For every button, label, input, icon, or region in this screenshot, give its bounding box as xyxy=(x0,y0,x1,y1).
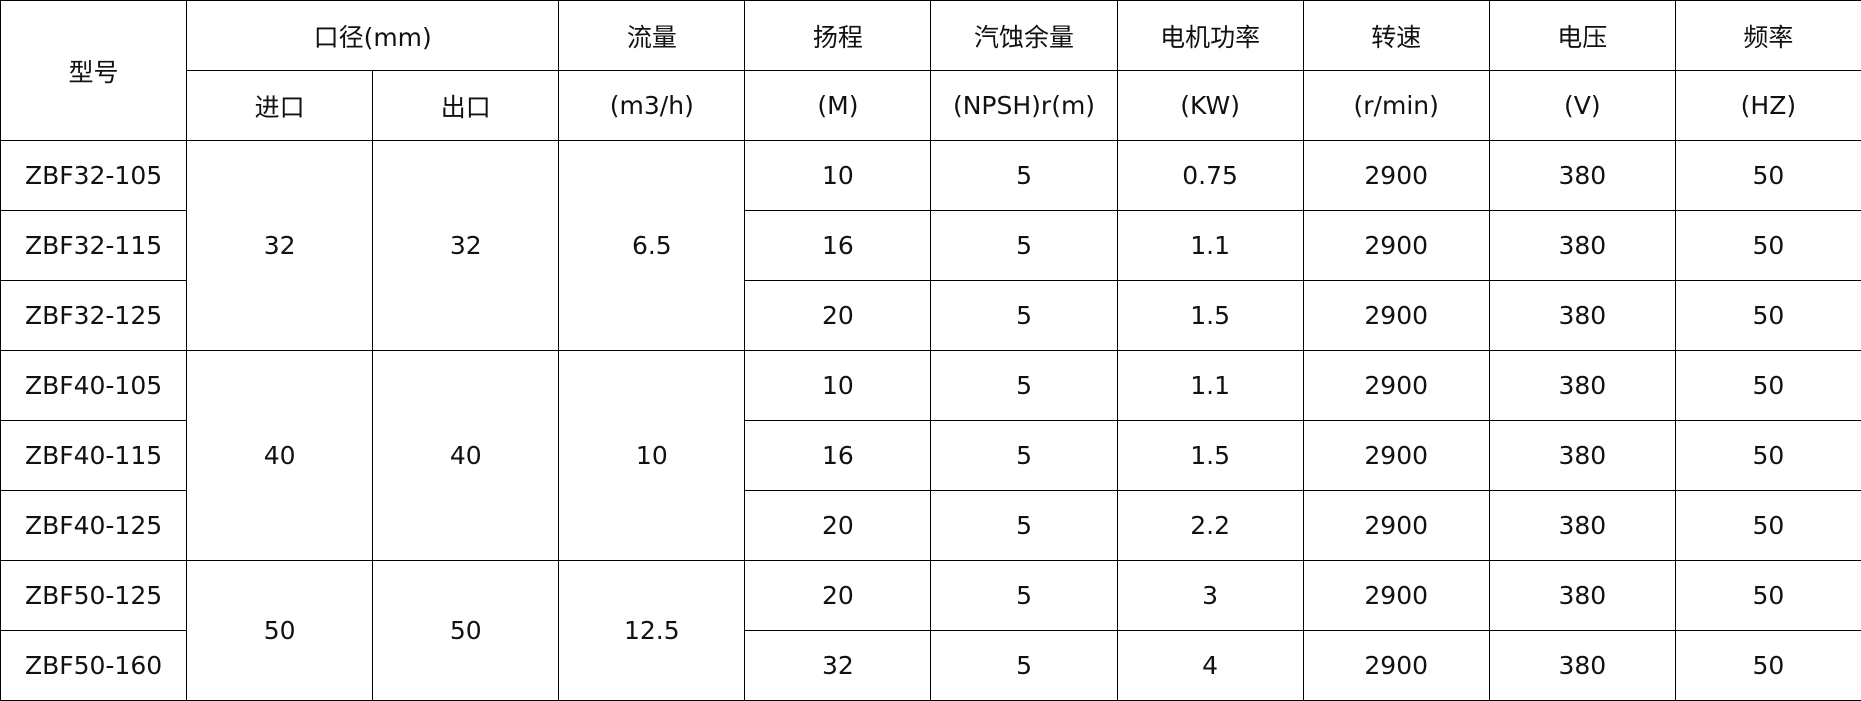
table-row: ZBF40-105 40 40 10 10 5 1.1 2900 380 50 xyxy=(0,350,1861,561)
cell-voltage: 380 xyxy=(1488,560,1676,631)
header-flow: 流量 xyxy=(558,0,746,71)
header-head: 扬程 xyxy=(744,0,932,71)
cell-frequency: 50 xyxy=(1674,210,1861,281)
cell-head: 20 xyxy=(744,280,932,351)
cell-model: ZBF50-125 xyxy=(0,560,188,631)
cell-frequency: 50 xyxy=(1674,560,1861,631)
cell-inlet: 40 xyxy=(186,350,374,561)
table-row: ZBF40-125 20 5 2.2 2900 380 50 xyxy=(0,490,1861,561)
cell-power: 2.2 xyxy=(1116,490,1304,561)
header-flow-unit: (m3/h) xyxy=(558,70,746,141)
cell-frequency: 50 xyxy=(1674,490,1861,561)
cell-model: ZBF40-115 xyxy=(0,420,188,491)
cell-speed: 2900 xyxy=(1302,560,1490,631)
cell-npsh: 5 xyxy=(930,490,1118,561)
cell-inlet: 50 xyxy=(186,560,374,701)
cell-model: ZBF40-125 xyxy=(0,490,188,561)
cell-frequency: 50 xyxy=(1674,350,1861,421)
cell-npsh: 5 xyxy=(930,560,1118,631)
cell-head: 20 xyxy=(744,490,932,561)
cell-frequency: 50 xyxy=(1674,140,1861,211)
header-speed-unit: (r/min) xyxy=(1302,70,1490,141)
cell-inlet: 32 xyxy=(186,140,374,351)
header-voltage-unit: (V) xyxy=(1488,70,1676,141)
cell-power: 1.5 xyxy=(1116,280,1304,351)
cell-speed: 2900 xyxy=(1302,630,1490,701)
cell-power: 0.75 xyxy=(1116,140,1304,211)
header-frequency: 频率 xyxy=(1674,0,1861,71)
cell-voltage: 380 xyxy=(1488,420,1676,491)
cell-frequency: 50 xyxy=(1674,280,1861,351)
header-outlet: 出口 xyxy=(372,70,560,141)
cell-speed: 2900 xyxy=(1302,280,1490,351)
cell-power: 1.1 xyxy=(1116,350,1304,421)
cell-power: 1.5 xyxy=(1116,420,1304,491)
cell-outlet: 40 xyxy=(372,350,560,561)
cell-model: ZBF32-115 xyxy=(0,210,188,281)
cell-frequency: 50 xyxy=(1674,630,1861,701)
cell-speed: 2900 xyxy=(1302,490,1490,561)
cell-outlet: 50 xyxy=(372,560,560,701)
cell-npsh: 5 xyxy=(930,420,1118,491)
cell-model: ZBF40-105 xyxy=(0,350,188,421)
cell-npsh: 5 xyxy=(930,280,1118,351)
cell-model: ZBF32-125 xyxy=(0,280,188,351)
cell-flow: 12.5 xyxy=(558,560,746,701)
cell-head: 10 xyxy=(744,350,932,421)
header-npsh: 汽蚀余量 xyxy=(930,0,1118,71)
header-inlet: 进口 xyxy=(186,70,374,141)
cell-speed: 2900 xyxy=(1302,210,1490,281)
cell-head: 16 xyxy=(744,210,932,281)
table-row: ZBF50-125 50 50 12.5 20 5 3 2900 380 50 xyxy=(0,560,1861,701)
cell-flow: 6.5 xyxy=(558,140,746,351)
header-head-unit: (M) xyxy=(744,70,932,141)
cell-head: 32 xyxy=(744,630,932,701)
cell-speed: 2900 xyxy=(1302,140,1490,211)
cell-speed: 2900 xyxy=(1302,350,1490,421)
header-power: 电机功率 xyxy=(1116,0,1304,71)
cell-power: 4 xyxy=(1116,630,1304,701)
cell-voltage: 380 xyxy=(1488,210,1676,281)
cell-npsh: 5 xyxy=(930,350,1118,421)
header-npsh-unit: (NPSH)r(m) xyxy=(930,70,1118,141)
cell-outlet: 32 xyxy=(372,140,560,351)
header-model: 型号 xyxy=(0,0,188,141)
cell-voltage: 380 xyxy=(1488,490,1676,561)
header-power-unit: (KW) xyxy=(1116,70,1304,141)
cell-voltage: 380 xyxy=(1488,140,1676,211)
cell-npsh: 5 xyxy=(930,630,1118,701)
header-diameter: 口径(mm) xyxy=(186,0,560,71)
cell-npsh: 5 xyxy=(930,210,1118,281)
cell-head: 20 xyxy=(744,560,932,631)
cell-flow: 10 xyxy=(558,350,746,561)
cell-power: 1.1 xyxy=(1116,210,1304,281)
cell-frequency: 50 xyxy=(1674,420,1861,491)
cell-voltage: 380 xyxy=(1488,630,1676,701)
table-row: ZBF50-160 32 5 4 2900 380 50 xyxy=(0,630,1861,701)
cell-head: 10 xyxy=(744,140,932,211)
table-row: ZBF32-125 20 5 1.5 2900 380 50 xyxy=(0,280,1861,351)
table-row: ZBF32-105 32 32 6.5 10 5 0.75 2900 380 50 xyxy=(0,140,1861,351)
cell-voltage: 380 xyxy=(1488,280,1676,351)
header-speed: 转速 xyxy=(1302,0,1490,71)
table-row: ZBF40-115 16 5 1.5 2900 380 50 xyxy=(0,420,1861,491)
header-frequency-unit: (HZ) xyxy=(1674,70,1861,141)
table-row: ZBF32-115 16 5 1.1 2900 380 50 xyxy=(0,210,1861,281)
cell-model: ZBF32-105 xyxy=(0,140,188,211)
header-row-2: 进口 出口 (m3/h) (M) (NPSH)r(m) (KW) (r/min)… xyxy=(1,70,1861,141)
cell-model: ZBF50-160 xyxy=(0,630,188,701)
cell-speed: 2900 xyxy=(1302,420,1490,491)
header-voltage: 电压 xyxy=(1488,0,1676,71)
cell-head: 16 xyxy=(744,420,932,491)
cell-power: 3 xyxy=(1116,560,1304,631)
cell-npsh: 5 xyxy=(930,140,1118,211)
header-row-1: 型号 口径(mm) 流量 扬程 汽蚀余量 电机功率 转速 电压 频率 xyxy=(0,0,1861,141)
cell-voltage: 380 xyxy=(1488,350,1676,421)
